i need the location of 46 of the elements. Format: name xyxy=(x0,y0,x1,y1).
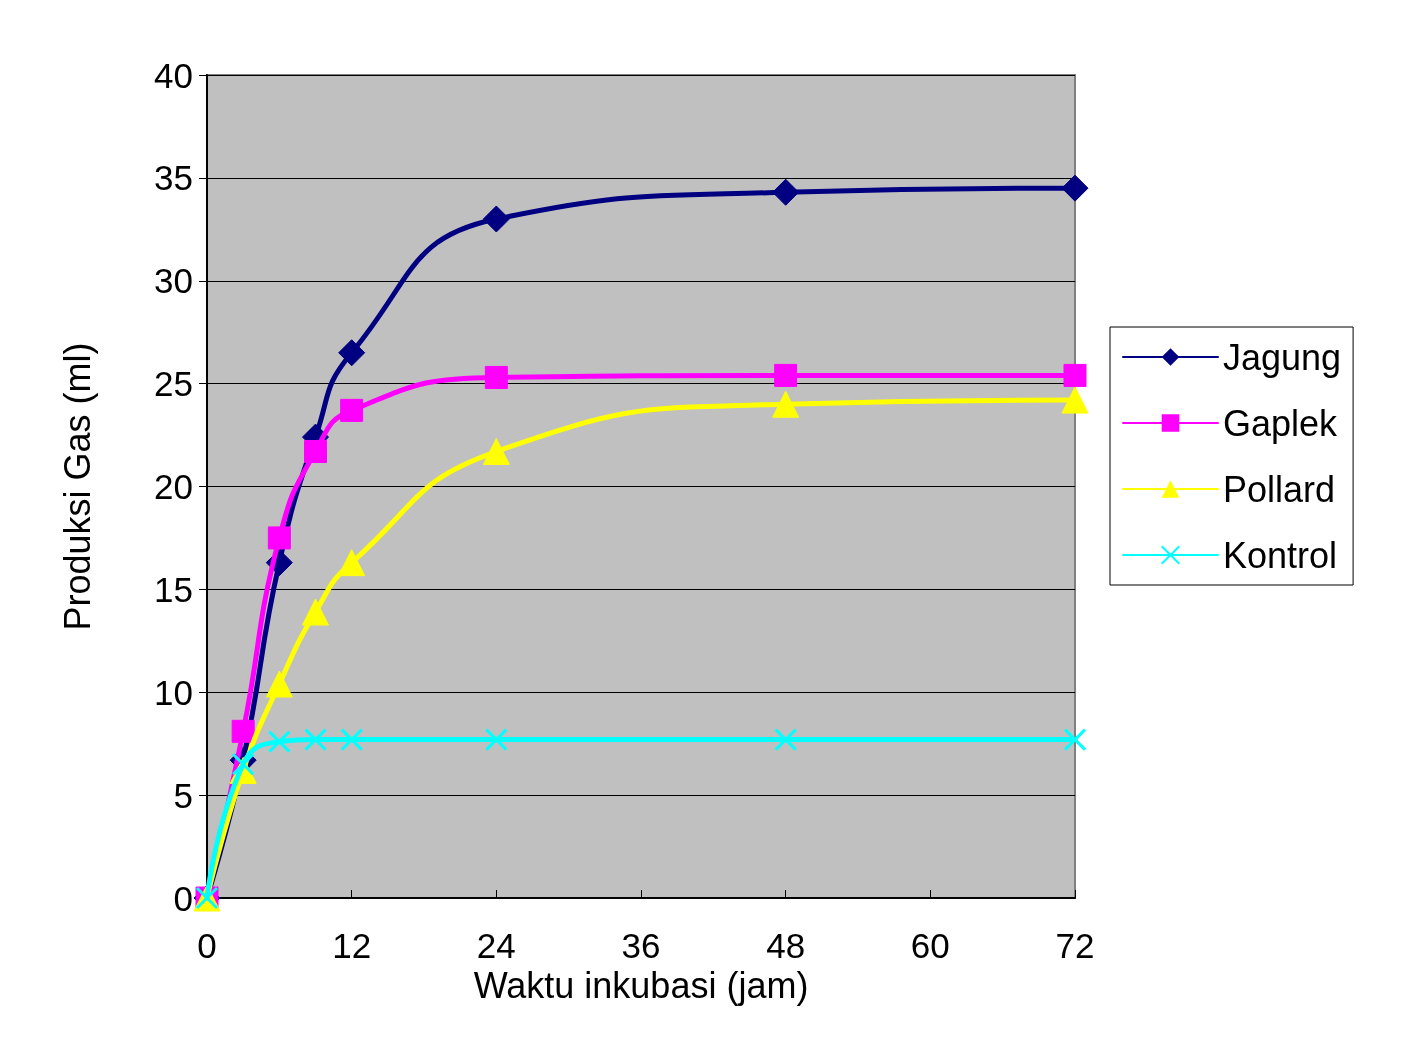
point xyxy=(1061,386,1089,414)
y-tick-label: 5 xyxy=(173,775,193,815)
x-tick-label: 24 xyxy=(476,926,516,965)
point xyxy=(338,549,366,577)
point xyxy=(304,440,327,464)
point xyxy=(340,398,364,422)
legend-label: Pollard xyxy=(1223,468,1336,510)
x-tick-label: 36 xyxy=(621,926,661,965)
point xyxy=(1061,174,1089,202)
point xyxy=(772,178,800,206)
point xyxy=(338,339,366,367)
x-tick-label: 0 xyxy=(197,926,217,965)
x-tick-label: 48 xyxy=(766,926,806,965)
x-axis-title: Waktu inkubasi (jam) xyxy=(473,965,809,1007)
point xyxy=(774,363,798,387)
y-tick-label: 20 xyxy=(154,467,193,506)
point xyxy=(1063,363,1087,387)
point xyxy=(231,719,255,743)
x-tick-label: 60 xyxy=(910,926,950,965)
point xyxy=(772,390,800,418)
point xyxy=(482,205,510,233)
y-tick-label: 0 xyxy=(173,878,193,918)
point xyxy=(482,438,510,466)
point xyxy=(267,526,291,550)
x-tick-label: 12 xyxy=(332,926,372,965)
point xyxy=(231,752,255,776)
y-tick-label: 25 xyxy=(154,364,193,404)
x-tick-label: 72 xyxy=(1055,926,1095,965)
y-tick-label: 10 xyxy=(154,672,193,712)
point xyxy=(340,728,364,752)
point xyxy=(267,730,291,754)
y-tick-label: 40 xyxy=(154,55,193,95)
legend-label: Jagung xyxy=(1223,336,1342,378)
point xyxy=(774,728,798,752)
point xyxy=(1063,728,1087,752)
y-tick-label: 35 xyxy=(154,158,193,198)
point xyxy=(302,598,329,626)
y-tick-label: 15 xyxy=(154,569,193,609)
legend-label: Kontrol xyxy=(1223,534,1338,576)
point xyxy=(484,728,508,752)
point xyxy=(484,365,508,389)
legend-label: Gaplek xyxy=(1223,402,1339,444)
point xyxy=(304,728,327,752)
y-axis-title: Produksi Gas (ml) xyxy=(56,342,98,631)
y-tick-label: 30 xyxy=(154,261,193,301)
point xyxy=(265,670,293,698)
